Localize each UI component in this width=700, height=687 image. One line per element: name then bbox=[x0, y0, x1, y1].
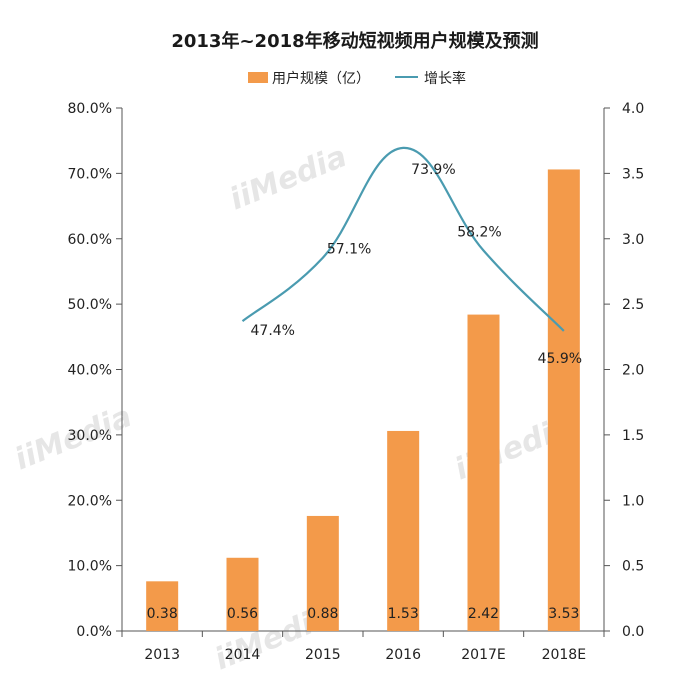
right-tick-label: 1.0 bbox=[622, 493, 644, 509]
x-tick-label: 2017E bbox=[461, 647, 505, 663]
left-tick-label: 20.0% bbox=[68, 493, 112, 509]
x-tick-label: 2013 bbox=[144, 647, 180, 663]
left-tick-label: 60.0% bbox=[68, 232, 112, 248]
bar-series bbox=[146, 169, 580, 631]
bar-data-label: 0.56 bbox=[227, 606, 258, 622]
bar bbox=[146, 581, 179, 631]
line-data-label: 58.2% bbox=[457, 225, 501, 241]
left-tick-label: 30.0% bbox=[68, 428, 112, 444]
legend-label-line: 增长率 bbox=[424, 70, 466, 87]
x-tick-label: 2014 bbox=[225, 647, 261, 663]
line-data-labels: 47.4% 57.1% 73.9% 58.2% 45.9% bbox=[251, 162, 583, 367]
right-tick-label: 0.5 bbox=[622, 559, 644, 575]
bar-data-label: 0.38 bbox=[147, 606, 178, 622]
bar bbox=[226, 557, 259, 631]
x-tick-label: 2018E bbox=[542, 647, 586, 663]
right-tick-label: 1.5 bbox=[622, 428, 644, 444]
x-tick-label: 2015 bbox=[305, 647, 341, 663]
bar-data-labels: 0.38 0.56 0.88 1.53 2.42 3.53 bbox=[147, 606, 580, 622]
bar bbox=[467, 314, 500, 631]
legend: 用户规模（亿） 增长率 bbox=[248, 70, 466, 87]
right-tick-label: 3.0 bbox=[622, 232, 644, 248]
line-data-label: 73.9% bbox=[411, 162, 455, 178]
line-data-label: 45.9% bbox=[538, 351, 582, 367]
right-tick-label: 3.5 bbox=[622, 166, 644, 182]
right-tick-label: 2.5 bbox=[622, 297, 644, 313]
line-series bbox=[241, 146, 565, 332]
line-data-label: 47.4% bbox=[251, 323, 295, 339]
left-tick-label: 70.0% bbox=[68, 166, 112, 182]
left-axis: 0.0% 10.0% 20.0% 30.0% 40.0% 50.0% 60.0% 70.0% 8… bbox=[68, 101, 122, 640]
bar-data-label: 2.42 bbox=[468, 606, 499, 622]
axis-lines bbox=[121, 108, 605, 632]
watermark-text: iiMedia bbox=[225, 139, 352, 217]
left-tick-label: 10.0% bbox=[68, 559, 112, 575]
bar-data-label: 1.53 bbox=[388, 606, 419, 622]
bar bbox=[306, 515, 339, 631]
growth-line bbox=[241, 146, 565, 332]
right-axis: 0.0 0.5 1.0 1.5 2.0 2.5 3.0 3.5 4.0 bbox=[604, 101, 644, 640]
legend-label-bar: 用户规模（亿） bbox=[272, 70, 370, 87]
bar-data-label: 0.88 bbox=[307, 606, 338, 622]
x-tick-label: 2016 bbox=[385, 647, 421, 663]
bar-data-label: 3.53 bbox=[548, 606, 579, 622]
right-tick-label: 2.0 bbox=[622, 363, 644, 379]
legend-swatch-bar bbox=[248, 72, 268, 83]
left-tick-label: 0.0% bbox=[76, 624, 112, 640]
x-axis: 2013 2014 2015 2016 2017E 2018E bbox=[121, 631, 605, 663]
bar bbox=[547, 169, 580, 631]
bar bbox=[387, 430, 420, 631]
right-tick-label: 0.0 bbox=[622, 624, 644, 640]
left-tick-label: 40.0% bbox=[68, 363, 112, 379]
line-data-label: 57.1% bbox=[327, 242, 371, 258]
left-tick-label: 80.0% bbox=[68, 101, 112, 117]
right-tick-label: 4.0 bbox=[622, 101, 644, 117]
chart-title: 2013年~2018年移动短视频用户规模及预测 bbox=[171, 30, 538, 52]
left-tick-label: 50.0% bbox=[68, 297, 112, 313]
